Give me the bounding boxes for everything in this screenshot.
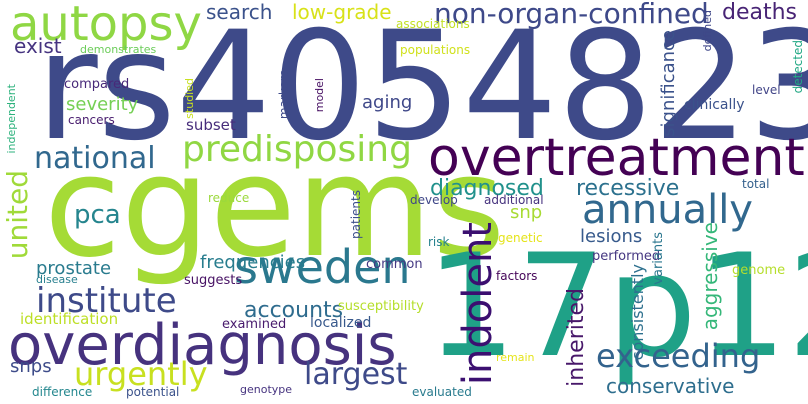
word-level: level (752, 83, 781, 97)
word-suggests: suggests (184, 273, 243, 288)
word-associations: associations (396, 17, 470, 31)
word-performed: performed (592, 249, 661, 264)
word-subset: subset (186, 116, 236, 134)
word-model: model (313, 78, 326, 113)
word-genotype: genotype (240, 383, 293, 396)
word-identification: identification (20, 310, 119, 328)
word-frequencies: frequencies (200, 252, 306, 273)
word-snp: snp (510, 202, 543, 223)
word-cancers: cancers (68, 113, 115, 127)
word-patients: patients (349, 190, 363, 239)
word-exist: exist (14, 34, 62, 58)
word-detected: detected (791, 40, 805, 94)
word-cgems: cgems (44, 126, 506, 289)
word-genetic: genetic (498, 231, 543, 245)
word-defined: defined (701, 10, 714, 52)
word-aging: aging (362, 92, 413, 113)
word-institute: institute (36, 281, 177, 321)
word-clinically: clinically (684, 97, 745, 113)
word-national: national (34, 141, 156, 176)
word-overtreatment: overtreatment (428, 128, 805, 188)
word-demonstrates: demonstrates (80, 43, 157, 56)
word-populations: populations (400, 43, 471, 57)
word-prostate: prostate (36, 258, 112, 279)
word-search: search (206, 0, 273, 24)
word-autopsy: autopsy (10, 0, 202, 52)
word-predisposing: predisposing (182, 129, 412, 170)
word-17p12: 17p12 (426, 224, 808, 389)
word-conservative: conservative (606, 374, 735, 398)
word-localized: localized (310, 315, 372, 331)
word-potential: potential (126, 385, 180, 399)
word-total: total (742, 177, 770, 191)
word-urgently: urgently (74, 355, 208, 393)
word-disease: disease (36, 273, 78, 286)
word-consistently: consistently (628, 264, 647, 361)
word-overdiagnosis: overdiagnosis (8, 313, 397, 378)
word-exceeding: exceeding (596, 337, 761, 375)
word-indolent: indolent (455, 222, 501, 386)
word-factors: factors (496, 269, 538, 283)
word-snps: snps (10, 356, 52, 377)
word-develop: develop (410, 193, 458, 207)
word-non-organ-confined: non-organ-confined (434, 0, 709, 30)
word-lesions: lesions (580, 226, 643, 247)
word-accounts: accounts (244, 298, 344, 323)
word-deaths: deaths (722, 0, 798, 25)
word-aggressive: aggressive (698, 222, 722, 331)
word-recessive: recessive (576, 176, 680, 201)
word-severity: severity (66, 94, 139, 115)
word-markers: markers (277, 70, 291, 120)
word-inherited: inherited (564, 288, 589, 387)
word-common: common (366, 257, 423, 272)
word-reduce: reduce (208, 191, 250, 205)
word-low-grade: low-grade (292, 0, 392, 24)
word-remain: remain (496, 351, 535, 364)
word-diagnosed: diagnosed (430, 176, 544, 201)
word-significance: significance (658, 30, 679, 137)
word-risk: risk (428, 235, 450, 249)
word-annually: annually (582, 187, 753, 233)
word-pca: pca (74, 200, 121, 230)
word-united: united (1, 170, 34, 260)
word-compared: compared (64, 77, 130, 92)
word-rs4054823: rs4054823 (36, 0, 808, 174)
word-examined: examined (222, 317, 287, 332)
word-evaluated: evaluated (412, 385, 472, 399)
word-sweden: sweden (234, 240, 411, 294)
word-susceptibility: susceptibility (338, 299, 424, 314)
word-independent: independent (5, 84, 18, 154)
word-genome: genome (732, 263, 786, 278)
word-largest: largest (304, 357, 408, 392)
word-difference: difference (32, 385, 93, 399)
word-studied: studied (183, 78, 196, 119)
word-additional: additional (484, 193, 544, 207)
word-variants: variants (651, 232, 666, 285)
